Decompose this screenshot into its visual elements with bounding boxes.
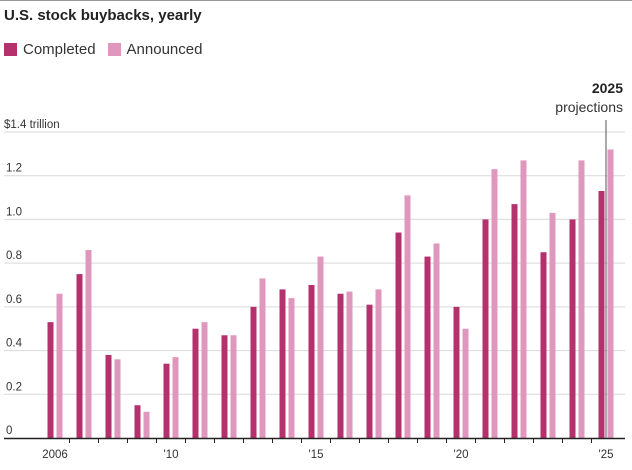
bar-completed [221,335,228,438]
bar-completed [192,328,199,438]
chart-title: U.S. stock buybacks, yearly [4,7,202,24]
y-tick-label: 0.4 [6,338,23,350]
bar-completed [76,274,83,438]
bar-announced [549,212,556,438]
bar-completed [569,219,576,438]
bar-announced [56,293,63,438]
bar-announced [230,335,237,438]
bar-announced [143,411,150,438]
bar-completed [511,204,518,438]
legend-item-announced: Announced [107,41,203,58]
bar-announced [317,256,324,438]
y-tick-label: 0.6 [6,294,22,306]
legend-item-completed: Completed [4,41,96,58]
bar-completed [540,252,547,438]
y-tick-label: 1.2 [6,163,22,175]
y-tick-label: 0.2 [6,381,22,393]
bar-announced [375,289,382,438]
legend-swatch-announced [107,43,121,56]
bar-completed [105,354,112,438]
bar-completed [424,256,431,438]
bar-completed [598,191,605,438]
bar-completed [163,363,170,438]
bar-announced [288,298,295,438]
bar-announced [346,291,353,438]
bar-completed [366,304,373,438]
bar-announced [114,359,121,438]
bar-completed [453,306,460,438]
bar-announced [578,160,585,438]
bar-completed [250,306,257,438]
bar-announced [259,278,266,438]
legend-label-announced: Announced [126,41,203,58]
bar-announced [520,160,527,438]
bar-completed [279,289,286,438]
bar-announced [462,328,469,438]
bar-announced [172,357,179,438]
x-tick-label: '20 [454,449,469,461]
x-tick-label: '15 [309,449,324,461]
bar-announced [491,169,498,438]
y-unit-label: $1.4 trillion [4,119,60,131]
annotation-label: projections [555,99,623,115]
x-tick-label: 2006 [42,449,68,461]
y-tick-label: 0 [6,425,12,437]
legend: Completed Announced [4,41,214,58]
bar-announced [607,149,614,438]
bar-completed [47,322,54,438]
legend-label-completed: Completed [23,41,96,58]
bar-completed [395,232,402,438]
bar-completed [134,405,141,438]
top-rule [0,0,632,1]
x-tick-label: '25 [599,449,614,461]
legend-swatch-completed [4,43,17,56]
bar-announced [201,322,208,438]
y-tick-label: 1.0 [6,206,22,218]
annotation-year: 2025 [592,80,623,96]
x-tick-label: '10 [164,449,179,461]
bar-completed [482,219,489,438]
y-tick-label: 0.8 [6,250,22,262]
bar-announced [404,195,411,438]
bar-completed [308,285,315,438]
bar-announced [85,250,92,438]
bar-announced [433,243,440,438]
bar-completed [337,293,344,438]
